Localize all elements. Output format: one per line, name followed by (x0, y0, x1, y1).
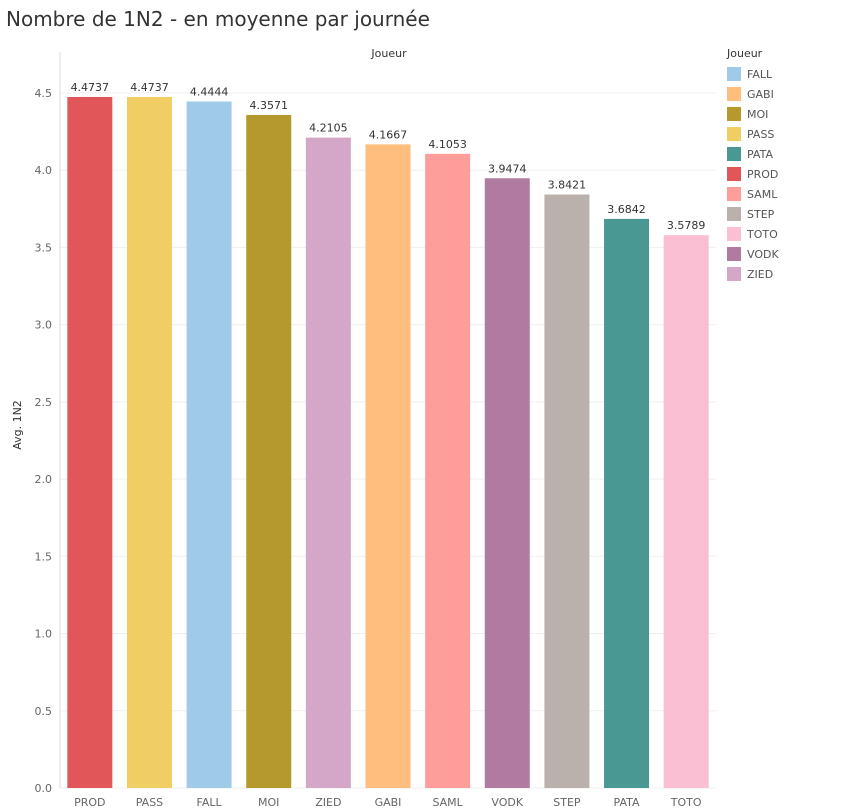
bar-step (544, 194, 590, 788)
x-tick-label-toto: TOTO (670, 796, 702, 809)
legend-label: VODK (747, 247, 779, 261)
data-label-step: 3.8421 (548, 179, 587, 192)
bar-saml (425, 153, 471, 788)
data-label-fall: 4.4444 (190, 85, 229, 98)
y-tick-label: 0.5 (35, 705, 53, 718)
bar-gabi (365, 144, 411, 789)
bar-zied (305, 137, 351, 788)
legend-swatch (727, 247, 741, 261)
legend-items: FALL GABI MOI PASS PATA PROD SAML STEP TOTO VODK Z… (727, 64, 779, 284)
legend-item-fall: FALL (727, 64, 779, 84)
y-tick-label: 3.5 (35, 241, 53, 254)
bar-toto (663, 235, 709, 788)
legend-swatch (727, 147, 741, 161)
legend-item-vodk: VODK (727, 244, 779, 264)
legend-swatch (727, 87, 741, 101)
legend-item-pass: PASS (727, 124, 779, 144)
x-tick-label-fall: FALL (197, 796, 223, 809)
x-tick-label-saml: SAML (432, 796, 463, 809)
x-tick-label-vodk: VODK (491, 796, 523, 809)
legend-label: GABI (747, 87, 774, 101)
legend-swatch (727, 267, 741, 281)
legend-item-moi: MOI (727, 104, 779, 124)
legend-label: ZIED (747, 267, 774, 281)
legend-item-toto: TOTO (727, 224, 779, 244)
bar-vodk (484, 178, 530, 788)
legend-swatch (727, 227, 741, 241)
x-tick-label-pata: PATA (614, 796, 640, 809)
legend-swatch (727, 107, 741, 121)
y-tick-label: 3.0 (35, 319, 53, 332)
legend-label: PASS (747, 127, 775, 141)
bar-moi (246, 114, 292, 789)
data-label-vodk: 3.9474 (488, 162, 527, 175)
y-tick-label: 4.0 (35, 164, 53, 177)
chart-title: Nombre de 1N2 - en moyenne par journée (6, 7, 430, 31)
legend-label: TOTO (747, 227, 778, 241)
x-tick-label-gabi: GABI (375, 796, 402, 809)
data-label-pata: 3.6842 (607, 203, 646, 216)
legend-label: STEP (747, 207, 775, 221)
data-label-toto: 3.5789 (667, 219, 706, 232)
legend-label: PROD (747, 167, 779, 181)
legend-swatch (727, 187, 741, 201)
data-label-gabi: 4.1667 (369, 128, 408, 141)
legend-label: FALL (747, 67, 773, 81)
legend-item-pata: PATA (727, 144, 779, 164)
legend-swatch (727, 67, 741, 81)
bar-pata (604, 218, 650, 788)
y-tick-label: 1.5 (35, 550, 53, 563)
legend-item-zied: ZIED (727, 264, 779, 284)
data-label-saml: 4.1053 (428, 138, 467, 151)
bar-pass (126, 96, 172, 789)
legend-title: Joueur (727, 47, 763, 60)
data-label-pass: 4.4737 (130, 81, 169, 94)
y-tick-label: 4.5 (35, 87, 53, 100)
x-tick-label-prod: PROD (74, 796, 105, 809)
data-label-moi: 4.3571 (249, 99, 288, 112)
legend-item-step: STEP (727, 204, 779, 224)
legend-swatch (727, 127, 741, 141)
y-tick-label: 2.0 (35, 473, 53, 486)
legend-item-gabi: GABI (727, 84, 779, 104)
y-tick-label: 0.0 (35, 782, 53, 795)
legend-item-prod: PROD (727, 164, 779, 184)
bar-fall (186, 101, 232, 788)
legend-swatch (727, 207, 741, 221)
bar-prod (67, 96, 113, 789)
x-tick-label-pass: PASS (136, 796, 163, 809)
legend-swatch (727, 167, 741, 181)
legend: Joueur FALL GABI MOI PASS PATA PROD SAML STEP TO… (727, 47, 779, 284)
y-tick-label: 2.5 (35, 396, 53, 409)
x-tick-label-step: STEP (553, 796, 581, 809)
legend-label: SAML (747, 187, 778, 201)
data-label-zied: 4.2105 (309, 122, 348, 135)
legend-label: PATA (747, 147, 773, 161)
legend-label: MOI (747, 107, 769, 121)
legend-item-saml: SAML (727, 184, 779, 204)
y-tick-label: 1.0 (35, 628, 53, 641)
y-axis-title: Avg. 1N2 (11, 400, 24, 450)
x-tick-label-zied: ZIED (315, 796, 341, 809)
data-label-prod: 4.4737 (71, 81, 110, 94)
column-header: Joueur (371, 47, 407, 60)
x-tick-label-moi: MOI (258, 796, 279, 809)
